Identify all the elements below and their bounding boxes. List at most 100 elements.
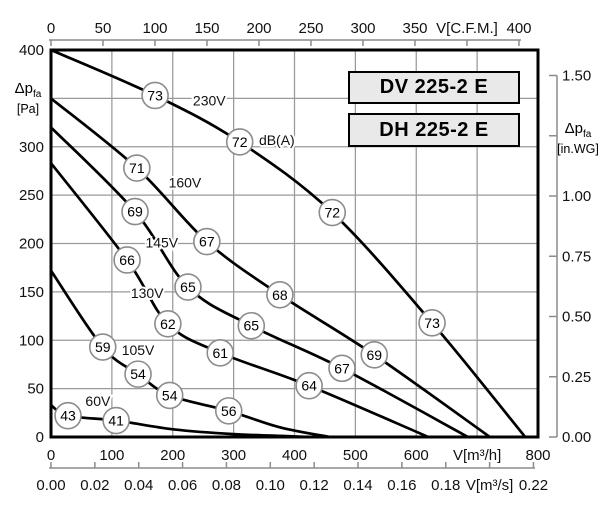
left-axis-title: Δpfa [Pa] — [6, 79, 50, 117]
model-label-dv-text: DV 225-2 E — [379, 76, 489, 98]
m3h-tick-label: 800 — [525, 447, 550, 464]
voltage-label-160V: 160V — [169, 175, 202, 191]
db-badge-value: 65 — [243, 318, 259, 334]
m3h-tick-label: V[m³/h] — [453, 447, 501, 464]
db-badge-circle — [121, 197, 149, 226]
m3s-tick-label: 0.18 — [431, 477, 460, 494]
inwg-tick-label: 0.25 — [562, 369, 591, 386]
pa-tick-label: 50 — [27, 381, 44, 398]
pressure-symbol: Δpfa — [14, 80, 42, 100]
db-badge-circle — [54, 401, 82, 430]
cfm-axis: 0 50 100 150 200 250 300 350 V[C.F.M.] 400 — [47, 20, 532, 46]
m3h-tick-label: 300 — [221, 447, 246, 464]
pa-tick-label: 400 — [19, 42, 44, 59]
pressure-unit-inwg: [in.WG] — [557, 142, 599, 156]
pa-tick-label: 200 — [19, 236, 44, 253]
db-badge-circle — [88, 333, 117, 361]
db-badge-value: 67 — [199, 234, 215, 250]
inwg-tick-label: 1.00 — [562, 188, 591, 205]
voltage-label-145V: 145V — [145, 235, 178, 251]
pa-tick-label: 100 — [19, 332, 44, 349]
db-badge-value: 69 — [127, 204, 143, 220]
db-badge-circle — [124, 360, 152, 388]
db-badge-value: 59 — [95, 339, 111, 355]
db-badge-circle — [102, 406, 130, 435]
pa-tick-label: 250 — [19, 187, 44, 204]
db-badge-circle — [266, 280, 294, 309]
m3s-tick-label: 0.00 — [36, 477, 65, 494]
model-label-dv: DV 225-2 E — [348, 71, 520, 104]
inwg-tick-label: 0.50 — [562, 309, 591, 326]
db-badge-circle — [154, 310, 182, 338]
db-badge-circle — [328, 354, 356, 383]
db-badge-circle — [214, 397, 243, 425]
cfm-tick-label: 200 — [246, 20, 271, 37]
pa-tick-label: 0 — [36, 429, 44, 446]
inwg-tick-label: 1.50 — [562, 68, 591, 85]
db-badge-value: 43 — [60, 408, 76, 424]
cfm-tick-label: 300 — [350, 20, 375, 37]
db-badge-value: 71 — [129, 160, 145, 176]
db-badge-value: 72 — [232, 134, 248, 150]
curve-labels: 230V 160V 145V 130V 105V 60V dB(A) — [83, 90, 296, 411]
m3h-tick-label: 100 — [99, 447, 124, 464]
db-badge-circle — [418, 309, 446, 337]
db-badge-value: 61 — [212, 345, 228, 361]
db-badge-circle — [141, 81, 169, 110]
m3s-axis: 0.00 0.02 0.04 0.06 0.08 0.10 0.12 0.14 0.16 0.18… — [36, 462, 548, 494]
m3h-axis: 0 100 200 300 400 500 600 V[m³/h] 800 — [47, 447, 551, 464]
pressure-symbol-right: Δpfa — [564, 120, 592, 140]
m3s-tick-label: V[m³/s] — [466, 477, 514, 494]
cfm-tick-label: 400 — [506, 20, 531, 37]
m3h-tick-label: 600 — [404, 447, 429, 464]
m3h-tick-label: 200 — [160, 447, 185, 464]
voltage-label-105V: 105V — [122, 342, 155, 358]
db-badge-value: 41 — [108, 413, 124, 429]
cfm-tick-label: 250 — [298, 20, 323, 37]
db-badge-value: 67 — [334, 360, 350, 376]
m3s-tick-label: 0.22 — [519, 477, 548, 494]
inwg-tick-label: 0.75 — [562, 248, 591, 265]
db-badge-value: 73 — [147, 87, 163, 103]
cfm-tick-label: V[C.F.M.] — [436, 20, 498, 37]
db-badge-circle — [174, 273, 202, 301]
m3s-tick-label: 0.04 — [124, 477, 153, 494]
voltage-label-130V: 130V — [131, 285, 164, 301]
m3h-tick-label: 400 — [282, 447, 307, 464]
db-badge-circle — [123, 154, 151, 182]
inwg-axis: 1.50 1.00 0.75 0.50 0.25 0.00 — [549, 68, 591, 446]
inwg-tick-label: 0.00 — [562, 429, 591, 446]
voltage-label-230V: 230V — [193, 92, 226, 108]
m3s-tick-label: 0.12 — [300, 477, 329, 494]
pressure-unit-pa: [Pa] — [16, 102, 40, 116]
db-badge-circle — [113, 246, 141, 274]
db-badge-value: 73 — [424, 315, 440, 331]
db-badge-circle — [360, 340, 389, 369]
db-badge-circle — [237, 311, 266, 340]
model-label-dh: DH 225-2 E — [348, 113, 520, 147]
db-badge-value: 72 — [324, 205, 340, 221]
m3h-tick-label: 0 — [47, 447, 55, 464]
db-badge-circle — [225, 128, 254, 156]
cfm-tick-label: 50 — [95, 20, 112, 37]
cfm-tick-label: 100 — [142, 20, 167, 37]
db-badge-circle — [155, 381, 184, 410]
db-badge-circle — [295, 371, 323, 400]
m3s-tick-label: 0.02 — [80, 477, 109, 494]
pa-tick-label: 300 — [19, 139, 44, 156]
pa-tick-label: 150 — [19, 284, 44, 301]
cfm-tick-label: 0 — [47, 20, 55, 37]
db-badge-value: 64 — [301, 378, 317, 394]
model-label-dh-text: DH 225-2 E — [379, 118, 489, 141]
m3s-tick-label: 0.10 — [256, 477, 285, 494]
cfm-tick-label: 350 — [402, 20, 427, 37]
curve-145V — [49, 126, 470, 439]
db-badge-value: 54 — [130, 366, 146, 382]
m3s-tick-label: 0.14 — [343, 477, 372, 494]
db-badge-value: 62 — [160, 316, 176, 332]
db-badge-value: 69 — [366, 347, 382, 363]
db-badge-value: 66 — [119, 252, 135, 268]
db-badge-circle — [206, 339, 235, 367]
